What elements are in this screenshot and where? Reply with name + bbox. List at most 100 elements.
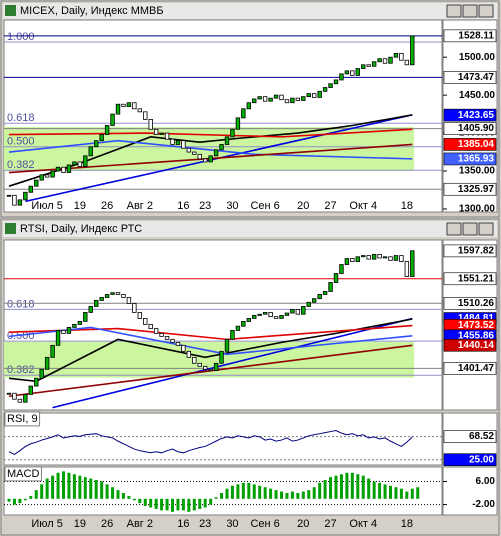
macd-bar [230,485,234,499]
candle [366,255,371,260]
candle [186,147,192,153]
macd-bar [116,490,120,499]
candle [175,341,181,346]
x-tick-label: 23 [199,200,211,212]
price-label: 25.00 [469,454,494,465]
candle [241,108,246,119]
macd-bar [67,472,71,499]
candle [350,258,355,262]
candle [230,128,235,138]
x-tick-label: 18 [401,200,413,212]
candle [153,328,159,334]
candle [399,52,404,61]
candle [12,194,17,206]
candle [77,321,83,325]
candle [34,179,39,187]
rsi-line [8,429,413,455]
price-label-box [443,122,497,135]
macd-bar [367,478,371,499]
candle [279,94,284,101]
x-tick-label: 20 [297,200,309,212]
price-label-box [443,272,497,286]
fib-label: 0.500 [7,136,35,148]
macd-bar [132,498,136,501]
close-button[interactable] [478,222,494,236]
candle [72,324,77,328]
price-label: 1385.04 [458,139,495,150]
macd-bar [62,471,65,499]
candle [295,309,301,315]
candle [132,102,137,110]
close-button[interactable] [478,4,494,18]
candle [290,309,295,314]
maximize-button[interactable] [462,222,478,236]
candle [34,377,39,387]
candle [361,64,366,69]
candle [350,70,355,76]
candle [219,144,224,151]
candle [224,338,230,352]
price-label-box [443,71,497,84]
candle [295,97,301,101]
price-label-box [443,453,497,466]
candle [262,312,268,315]
candle [170,138,175,145]
x-tick-label: Сен 6 [250,518,279,530]
plot-area [3,239,443,411]
title-box [4,411,41,427]
x-tick-label: Авг 2 [127,200,153,212]
candle [72,161,77,166]
panel-title: MICEX, Daily, Индекс ММВБ [20,5,164,17]
candle [333,273,339,283]
candle [393,255,399,261]
macd-bar [394,487,398,499]
candle [50,344,55,358]
x-tick-label: 19 [74,518,86,530]
plot [4,471,442,512]
macd-bar [12,498,16,505]
minimize-button[interactable] [446,222,462,236]
macd-bar [318,482,322,499]
candle [273,316,279,319]
macd-bar [176,498,180,511]
candle [377,58,382,63]
macd-bar [301,491,305,499]
window-buttons[interactable] [446,222,494,236]
macd-bar [274,490,278,499]
macd-bar [89,478,93,499]
candle [355,256,360,262]
y-tick-label: 1300.00 [459,204,496,215]
macd-bar [410,488,414,499]
macd-bar [18,498,22,504]
candle [257,313,262,316]
macd-bar [40,484,44,499]
candle [83,312,88,322]
macd-bar [154,498,158,509]
candle [192,356,197,364]
candle [224,136,230,145]
minimize-button[interactable] [446,4,462,18]
y-tick-label: -2.00 [472,499,495,510]
maximize-button[interactable] [462,4,478,18]
window-buttons[interactable] [446,4,494,18]
candle [88,306,93,313]
candle [110,292,115,295]
x-tick-label: Июл 5 [31,518,63,530]
candle [355,68,360,76]
candle [12,392,17,400]
candle [382,58,388,64]
fib-label: 0.618 [7,112,35,124]
candle [301,96,306,101]
candle [322,87,328,92]
price-label-box [443,338,497,352]
macd-bar [225,488,229,499]
candle [153,128,159,135]
price-label: 1528.11 [458,30,494,41]
candle [55,329,61,346]
price-label: 1484.81 [458,313,495,324]
candle [208,368,213,371]
candle [137,312,142,319]
candle [301,306,306,315]
price-label-box [443,152,497,166]
